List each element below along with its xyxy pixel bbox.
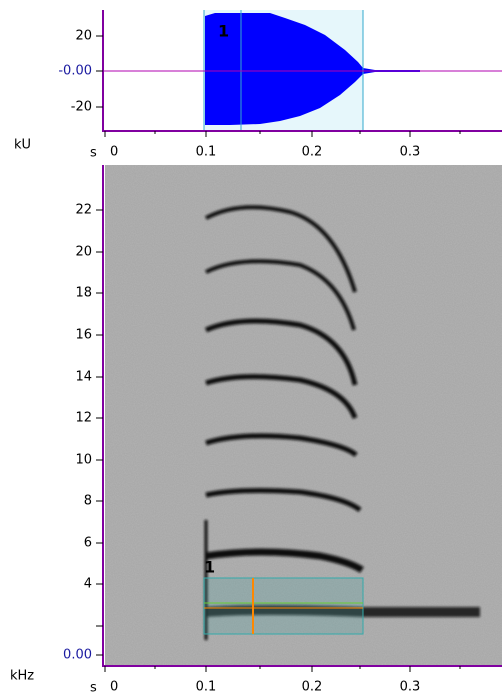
x-tick-label: 0 (110, 145, 118, 160)
y-tick-label: 14 (75, 370, 92, 385)
y-tick-label: 4 (84, 577, 92, 592)
x-tick-label: 0.2 (302, 145, 323, 160)
x-tick-label: 0.3 (400, 680, 421, 695)
selection-label: 1 (204, 558, 215, 577)
y-tick-label: 20 (75, 245, 92, 260)
selection-label: 1 (218, 22, 229, 41)
y-tick-label: 0.00 (63, 648, 92, 663)
y-tick-label: 16 (75, 328, 92, 343)
y-tick-label: 12 (75, 411, 92, 426)
spectrogram-panel: 1 kHz s (10, 165, 502, 696)
x-tick-label: 0 (110, 680, 118, 695)
x-tick-label: 0.3 (400, 145, 421, 160)
x-unit: s (90, 681, 97, 696)
x-tick-label: 0.1 (196, 680, 217, 695)
y-unit: kHz (10, 669, 34, 684)
x-tick-label: 0.1 (196, 145, 217, 160)
waveform (205, 13, 420, 125)
x-tick-label: 0.2 (302, 680, 323, 695)
selection-box[interactable] (203, 577, 364, 635)
harmonics (204, 205, 480, 640)
x-unit: s (90, 146, 97, 161)
y-tick-label: 6 (84, 536, 92, 551)
y-tick-label: 20 (75, 29, 92, 44)
y-tick-label: -20 (71, 100, 92, 115)
y-tick-label: -0.00 (58, 64, 92, 79)
y-tick-label: 10 (75, 453, 92, 468)
y-tick-label: 18 (75, 286, 92, 301)
waveform-panel: 1 kU s (14, 10, 502, 161)
y-unit: kU (14, 138, 31, 153)
y-tick-label: 8 (84, 494, 92, 509)
y-tick-label: 22 (75, 203, 92, 218)
